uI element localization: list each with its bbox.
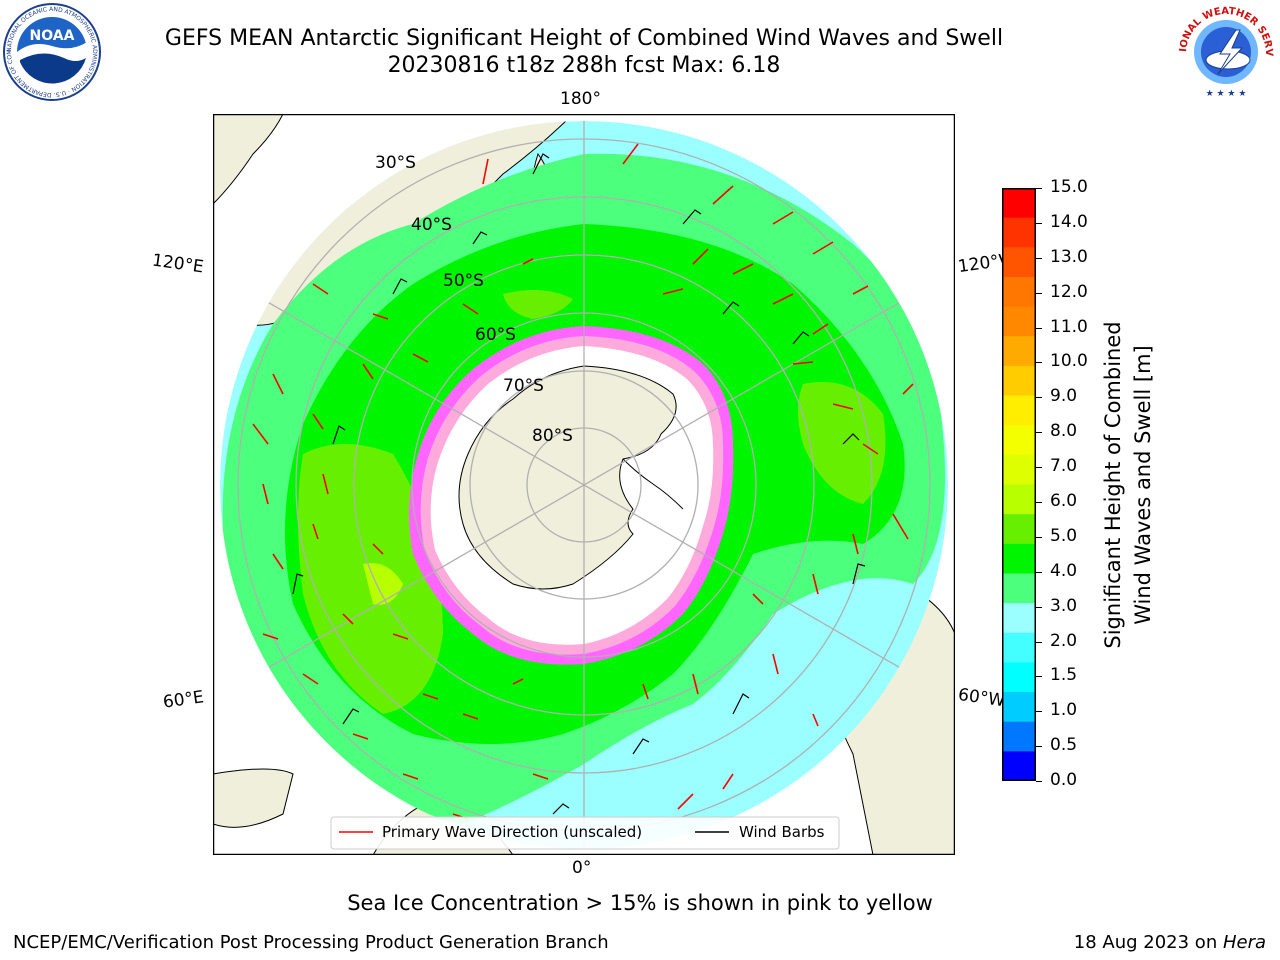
footer-right: 18 Aug 2023 on Hera <box>1073 932 1266 953</box>
colorbar-segment <box>1002 721 1036 752</box>
lat-label-80s: 80°S <box>532 426 573 446</box>
colorbar-tick-label: 7.0 <box>1050 456 1078 477</box>
colorbar-tick-label: 2.0 <box>1050 630 1078 651</box>
colorbar-tick-mark <box>1036 746 1042 748</box>
colorbar-segment <box>1002 217 1036 248</box>
colorbar-tick-mark <box>1036 606 1042 608</box>
colorbar-tick-mark <box>1036 641 1042 643</box>
globe <box>220 121 948 849</box>
colorbar-tick-label: 4.0 <box>1050 560 1078 581</box>
colorbar-tick-mark <box>1036 397 1042 399</box>
sea-ice-note: Sea Ice Concentration > 15% is shown in … <box>347 891 933 915</box>
polar-map: 30°S 40°S 50°S 60°S 70°S 80°S Primary Wa… <box>213 114 955 855</box>
australia-landmass <box>213 114 284 205</box>
colorbar-tick-label: 11.0 <box>1050 316 1088 337</box>
colorbar-segment <box>1002 514 1036 545</box>
colorbar-tick-mark <box>1036 467 1042 469</box>
colorbar-tick-label: 15.0 <box>1050 177 1088 197</box>
colorbar-tick-label: 8.0 <box>1050 421 1078 442</box>
colorbar-tick-label: 14.0 <box>1050 211 1088 232</box>
colorbar-segment <box>1002 573 1036 604</box>
colorbar-tick-mark <box>1036 536 1042 538</box>
lon-label-120w: 120°W <box>956 250 1006 278</box>
colorbar-tick-mark <box>1036 257 1042 259</box>
colorbar-tick-mark <box>1036 571 1042 573</box>
colorbar-tick-label: 0.0 <box>1050 770 1078 790</box>
colorbar-segment <box>1002 365 1036 397</box>
colorbar-segment <box>1002 306 1036 337</box>
legend-primary-wave: Primary Wave Direction (unscaled) <box>382 823 642 841</box>
colorbar-tick-mark <box>1036 222 1042 224</box>
colorbar-tick-mark <box>1036 362 1042 364</box>
lat-label-30s: 30°S <box>375 153 416 173</box>
legend-wind-barbs: Wind Barbs <box>739 823 825 841</box>
colorbar-segment <box>1002 247 1036 278</box>
colorbar-tick-mark <box>1036 292 1042 294</box>
colorbar-tick-mark <box>1036 676 1042 678</box>
lon-label-60w: 60°W <box>956 684 1006 712</box>
colorbar-segment <box>1002 188 1036 219</box>
chart-subtitle: 20230816 t18z 288h fcst Max: 6.18 <box>387 53 781 78</box>
lat-label-40s: 40°S <box>411 215 452 235</box>
colorbar-segment <box>1002 662 1036 693</box>
colorbar-tick-mark <box>1036 432 1042 434</box>
noaa-logo-text: NOAA <box>30 28 75 44</box>
primary-wave-arrows <box>252 143 914 820</box>
colorbar-tick-mark <box>1036 501 1042 503</box>
colorbar-tick-label: 6.0 <box>1050 490 1078 511</box>
colorbar-segment <box>1002 692 1036 723</box>
chart-title: GEFS MEAN Antarctic Significant Height o… <box>164 26 1004 51</box>
colorbar-label: Significant Height of Combined Wind Wave… <box>1101 321 1155 649</box>
legend <box>330 816 840 850</box>
colorbar-segment <box>1002 336 1036 367</box>
lat-label-70s: 70°S <box>503 376 544 396</box>
colorbar-ticks: 15.0 14.0 13.0 12.0 11.0 10.0 9.0 8.0 7.0 6.0 5.0 4… <box>1036 177 1106 790</box>
wind-barbs <box>292 153 866 815</box>
colorbar-tick-mark <box>1036 327 1042 329</box>
colorbar-segment <box>1002 425 1036 456</box>
colorbar-tick-label: 10.0 <box>1050 351 1088 372</box>
footer-left: NCEP/EMC/Verification Post Processing Pr… <box>13 932 609 953</box>
colorbar-tick-mark <box>1036 781 1042 782</box>
lon-label-0: 0° <box>572 858 592 878</box>
colorbar-segment <box>1002 484 1036 515</box>
lat-label-60s: 60°S <box>475 325 516 345</box>
noaa-logo: NOAA NATIONAL OCEANIC AND ATMOSPHERIC AD… <box>2 2 101 101</box>
svg-text:★ ★ ★ ★: ★ ★ ★ ★ <box>1206 89 1247 99</box>
colorbar-segment <box>1002 603 1036 634</box>
colorbar-segment <box>1002 395 1036 426</box>
nws-logo: NATIONAL WEATHER SERVICE ★ ★ ★ ★ <box>1176 2 1274 100</box>
colorbar-tick-label: 0.5 <box>1050 735 1078 756</box>
lon-label-60e: 60°E <box>161 687 206 713</box>
colorbar-tick-mark <box>1036 711 1042 713</box>
colorbar-tick-label: 5.0 <box>1050 525 1078 546</box>
colorbar-tick-label: 12.0 <box>1050 281 1088 302</box>
colorbar-segment <box>1002 751 1036 781</box>
colorbar-segment <box>1002 454 1036 485</box>
antarctica <box>458 365 677 590</box>
colorbar-tick-label: 3.0 <box>1050 595 1078 616</box>
colorbar-segment <box>1002 276 1036 308</box>
lat-label-50s: 50°S <box>443 271 484 291</box>
colorbar-tick-mark <box>1036 188 1042 189</box>
colorbar-tick-label: 9.0 <box>1050 386 1078 407</box>
wave-band-5-6m-pacific <box>798 382 886 504</box>
colorbar-tick-label: 1.0 <box>1050 700 1078 721</box>
africa-landmass <box>213 768 294 828</box>
colorbar-segment <box>1002 543 1036 574</box>
colorbar-segment <box>1002 632 1036 663</box>
lon-label-120e: 120°E <box>150 250 205 278</box>
colorbar <box>1002 188 1036 781</box>
colorbar-tick-label: 13.0 <box>1050 246 1088 267</box>
colorbar-tick-label: 1.5 <box>1050 665 1078 686</box>
lon-label-180: 180° <box>560 89 601 109</box>
